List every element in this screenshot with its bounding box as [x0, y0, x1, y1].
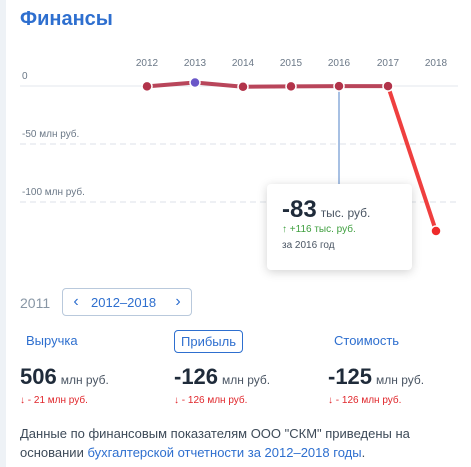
series-segment	[145, 80, 197, 89]
data-point	[285, 80, 297, 93]
profit-unit: млн руб.	[222, 373, 271, 387]
tab-revenue[interactable]: Выручка	[26, 333, 78, 348]
data-point	[430, 225, 442, 237]
metric-profit: Прибыль -126 млн руб. ↓ - 126 млн руб.	[174, 330, 324, 406]
report-link[interactable]: бухгалтерской отчетности за 2012–2018 го…	[87, 445, 362, 460]
profit-value: -126	[174, 364, 219, 389]
value-delta: ↓ - 126 млн руб.	[328, 395, 402, 406]
data-point	[237, 80, 249, 93]
note-text: Данные по финансовым показателям ООО "СК…	[20, 426, 410, 460]
metric-value: Стоимость -125 млн руб. ↓ - 126 млн руб.	[328, 330, 471, 406]
revenue-value: 506	[20, 364, 57, 389]
year-range-label[interactable]: 2012–2018	[91, 295, 157, 310]
value-value: -125	[328, 364, 373, 389]
note-period: .	[361, 445, 366, 460]
x-tick-label: 2018	[425, 58, 448, 69]
finance-chart: 2012 2013 2014 2015 2016 2017 2018 0 -50 млн ру…	[0, 50, 471, 280]
x-tick-label: 2017	[377, 58, 400, 69]
chart-tooltip: -83 тыс. руб. ↑ +116 тыс. руб. за 2016 го…	[267, 184, 412, 270]
tab-value[interactable]: Стоимость	[334, 333, 400, 348]
profit-delta: ↓ - 126 млн руб.	[174, 395, 248, 406]
data-point	[189, 76, 201, 89]
x-tick-label: 2014	[232, 58, 255, 69]
y-tick-label: -50 млн руб.	[22, 129, 80, 140]
x-tick-label: 2015	[280, 58, 303, 69]
tooltip-year: за 2016 год	[282, 240, 335, 251]
x-tick-label: 2013	[184, 58, 207, 69]
y-tick-label: -100 млн руб.	[22, 187, 85, 198]
chevron-left-icon[interactable]: ‹	[73, 293, 79, 310]
y-tick-label: 0	[22, 71, 28, 82]
section-title: Финансы	[20, 8, 113, 30]
tooltip-value: -83	[282, 196, 317, 223]
revenue-delta: ↓ - 21 млн руб.	[20, 395, 88, 406]
series-drop-segment	[386, 84, 438, 233]
data-source-note: Данные по финансовым показателям ООО "СК…	[20, 424, 460, 462]
data-point	[333, 80, 345, 92]
finance-chart-svg: 2012 2013 2014 2015 2016 2017 2018	[20, 58, 458, 237]
tab-profit[interactable]: Прибыль	[174, 330, 243, 353]
series-segment	[193, 80, 245, 89]
chevron-right-icon[interactable]: ›	[175, 293, 181, 310]
tooltip-change: ↑ +116 тыс. руб.	[282, 224, 356, 235]
year-start-label[interactable]: 2011	[20, 295, 51, 311]
metric-revenue: Выручка 506 млн руб. ↓ - 21 млн руб.	[20, 330, 170, 406]
data-point	[382, 80, 394, 92]
x-tick-label: 2012	[136, 58, 159, 69]
x-tick-label: 2016	[328, 58, 351, 69]
revenue-unit: млн руб.	[60, 373, 109, 387]
value-unit: млн руб.	[376, 373, 425, 387]
tooltip-unit: тыс. руб.	[320, 206, 371, 220]
data-point	[141, 80, 153, 93]
year-range-selector: ‹ 2012–2018 ›	[62, 288, 192, 316]
left-edge-strip	[0, 0, 6, 467]
